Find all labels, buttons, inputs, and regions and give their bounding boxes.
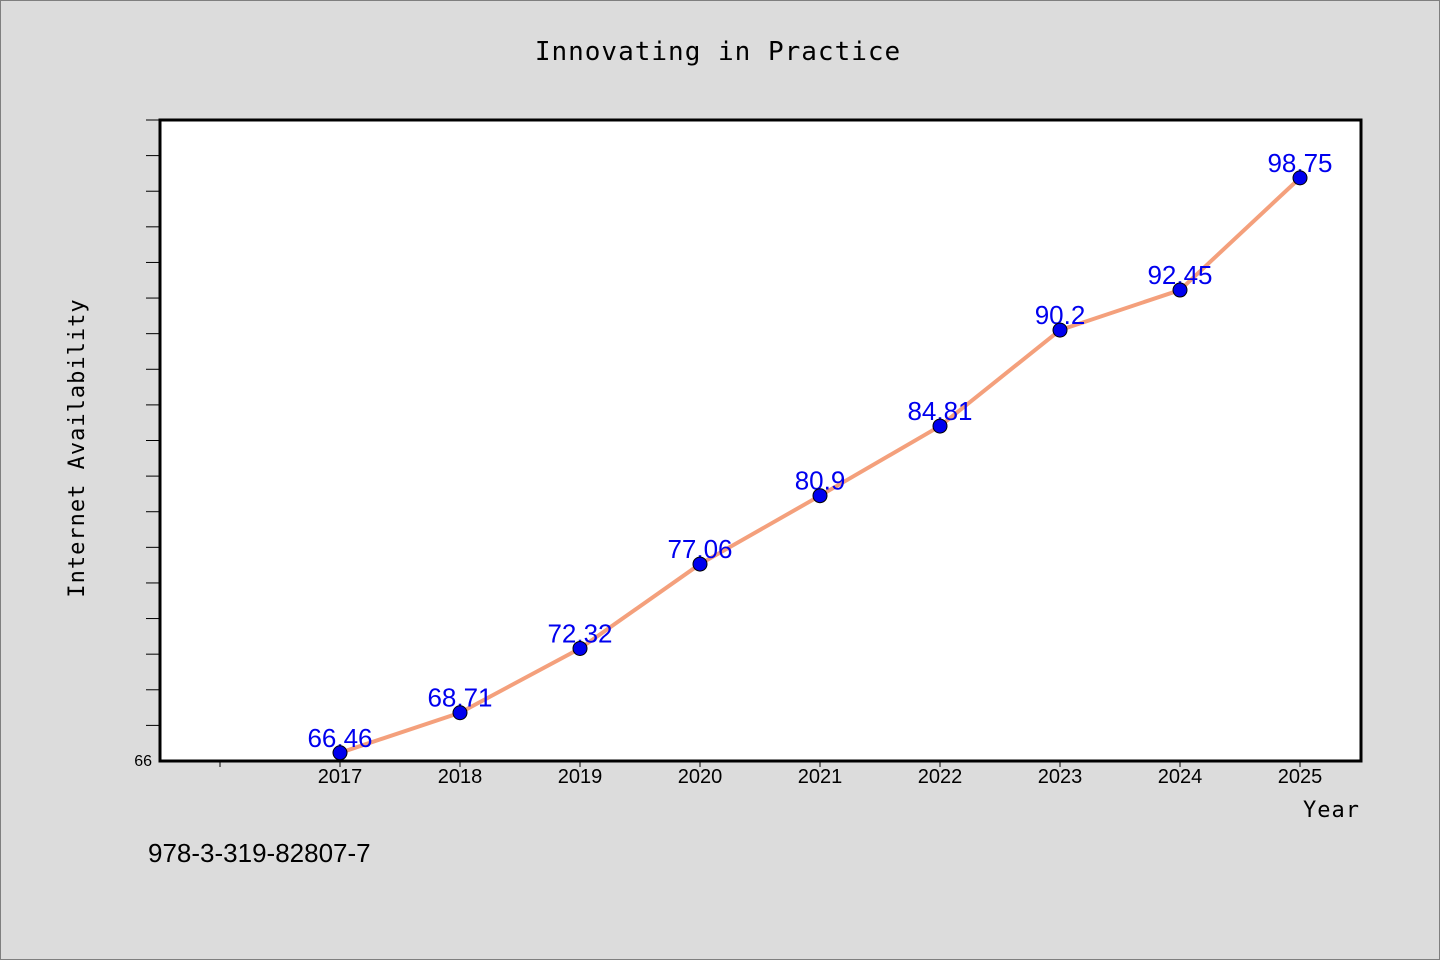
x-tick-label: 2025 [1278, 766, 1323, 788]
series-layer: 66.4668.7172.3277.0680.984.8190.292.4598… [307, 148, 1333, 761]
x-axis-label: Year [1303, 798, 1360, 823]
data-point [1172, 282, 1188, 298]
x-tick-label: 2023 [1038, 766, 1083, 788]
x-tick-label: 2017 [318, 766, 363, 788]
data-point [572, 640, 588, 656]
data-point [1292, 170, 1308, 186]
x-axis-ticks: 2017 2018 2019 2020 2021 2022 2023 2024 2025 [219, 761, 1323, 788]
data-point [812, 488, 828, 504]
x-tick-label: 2022 [918, 766, 963, 788]
data-point [692, 556, 708, 572]
y-tick-label-min: 66 [134, 753, 152, 770]
data-point [1052, 322, 1068, 338]
y-axis-ticks [146, 119, 160, 726]
data-point [452, 705, 468, 721]
data-point [932, 418, 948, 434]
isbn-label: 978-3-319-82807-7 [148, 838, 371, 868]
x-tick-label: 2020 [678, 766, 723, 788]
data-point [332, 745, 348, 761]
x-tick-label: 2018 [438, 766, 483, 788]
y-axis-label: Internet Availability [65, 298, 90, 597]
chart-title: Innovating in Practice [535, 37, 901, 67]
x-tick-label: 2021 [798, 766, 843, 788]
x-tick-label: 2019 [558, 766, 603, 788]
x-tick-label: 2024 [1158, 766, 1203, 788]
plot-area [158, 118, 1363, 763]
